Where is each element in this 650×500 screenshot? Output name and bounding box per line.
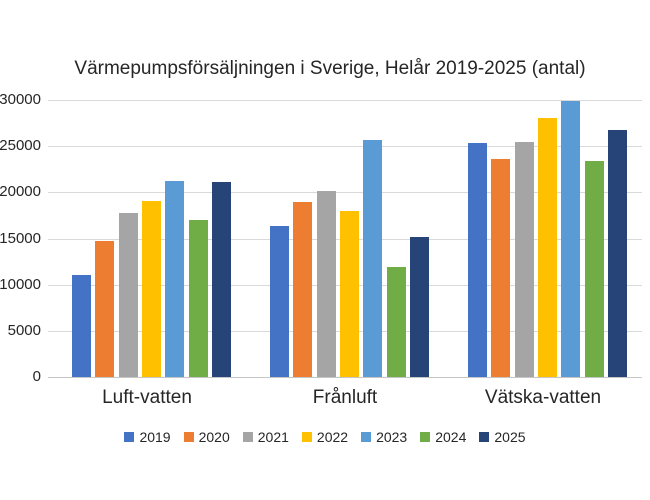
legend-label: 2019 (139, 429, 171, 445)
bar-2021-fr-nluft (317, 191, 336, 377)
legend-swatch-icon (479, 432, 490, 442)
chart-title: Värmepumpsförsäljningen i Sverige, Helår… (74, 58, 586, 79)
legend-swatch-icon (124, 432, 135, 442)
legend-label: 2021 (257, 429, 289, 445)
bar-2024-fr-nluft (387, 267, 406, 377)
y-axis-tick-label: 5000 (7, 322, 41, 339)
bar-2022-fr-nluft (340, 211, 359, 377)
bar-2019-v-tska-vatten (468, 143, 487, 377)
legend-label: 2022 (316, 429, 349, 445)
legend-label: 2024 (435, 429, 467, 445)
bar-2025-luft-vatten (212, 182, 231, 377)
legend-item-2021: 2021 (242, 429, 289, 445)
legend-swatch-icon (242, 432, 253, 442)
legend-swatch-icon (301, 432, 312, 442)
bar-2020-luft-vatten (95, 241, 114, 377)
y-axis-tick-label: 25000 (0, 137, 41, 154)
legend-item-2023: 2023 (361, 429, 407, 445)
legend-item-2019: 2019 (124, 429, 171, 445)
y-axis-tick-label: 30000 (0, 91, 41, 108)
gridline (48, 146, 642, 147)
bar-2021-v-tska-vatten (515, 142, 534, 377)
bar-2023-v-tska-vatten (561, 101, 580, 377)
bar-2019-luft-vatten (72, 275, 91, 377)
gridline (48, 192, 642, 193)
bar-2025-fr-nluft (410, 237, 429, 377)
legend-label: 2020 (198, 429, 230, 445)
y-axis-tick-label: 0 (32, 368, 41, 385)
bar-2020-v-tska-vatten (491, 159, 510, 377)
x-axis-category-label-luft-vatten: Luft-vatten (102, 387, 192, 408)
bar-2019-fr-nluft (270, 226, 289, 377)
legend-item-2020: 2020 (183, 429, 230, 445)
x-axis-line (48, 377, 642, 378)
legend-swatch-icon (361, 432, 372, 442)
legend-swatch-icon (420, 432, 431, 442)
legend-item-2025: 2025 (479, 429, 526, 445)
bar-2024-luft-vatten (189, 220, 208, 377)
bar-2023-luft-vatten (165, 181, 184, 377)
legend-item-2024: 2024 (420, 429, 466, 445)
y-axis-tick-label: 20000 (0, 183, 41, 200)
legend-swatch-icon (183, 432, 194, 442)
y-axis-tick-label: 10000 (0, 276, 41, 293)
bar-2024-v-tska-vatten (585, 161, 604, 377)
bar-2020-fr-nluft (293, 202, 312, 377)
legend: 2019 2020 2021 2022 2023 2024 2025 (0, 429, 650, 445)
legend-label: 2025 (494, 429, 526, 445)
bar-2023-fr-nluft (363, 140, 382, 377)
bar-2025-v-tska-vatten (608, 130, 627, 377)
bar-2022-luft-vatten (142, 201, 161, 377)
plot-area: 0 5000 10000 15000 20000 25000 30000 (0, 91, 642, 385)
bar-2021-luft-vatten (119, 213, 138, 377)
legend-label: 2023 (376, 429, 408, 445)
gridline (48, 100, 642, 101)
x-axis-category-label-fr-nluft: Frånluft (312, 387, 378, 408)
legend-item-2022: 2022 (301, 429, 349, 445)
y-axis-tick-label: 15000 (0, 230, 41, 247)
bar-2022-v-tska-vatten (538, 118, 557, 377)
x-axis-category-label-v-tska-vatten: Vätska-vatten (484, 387, 602, 408)
